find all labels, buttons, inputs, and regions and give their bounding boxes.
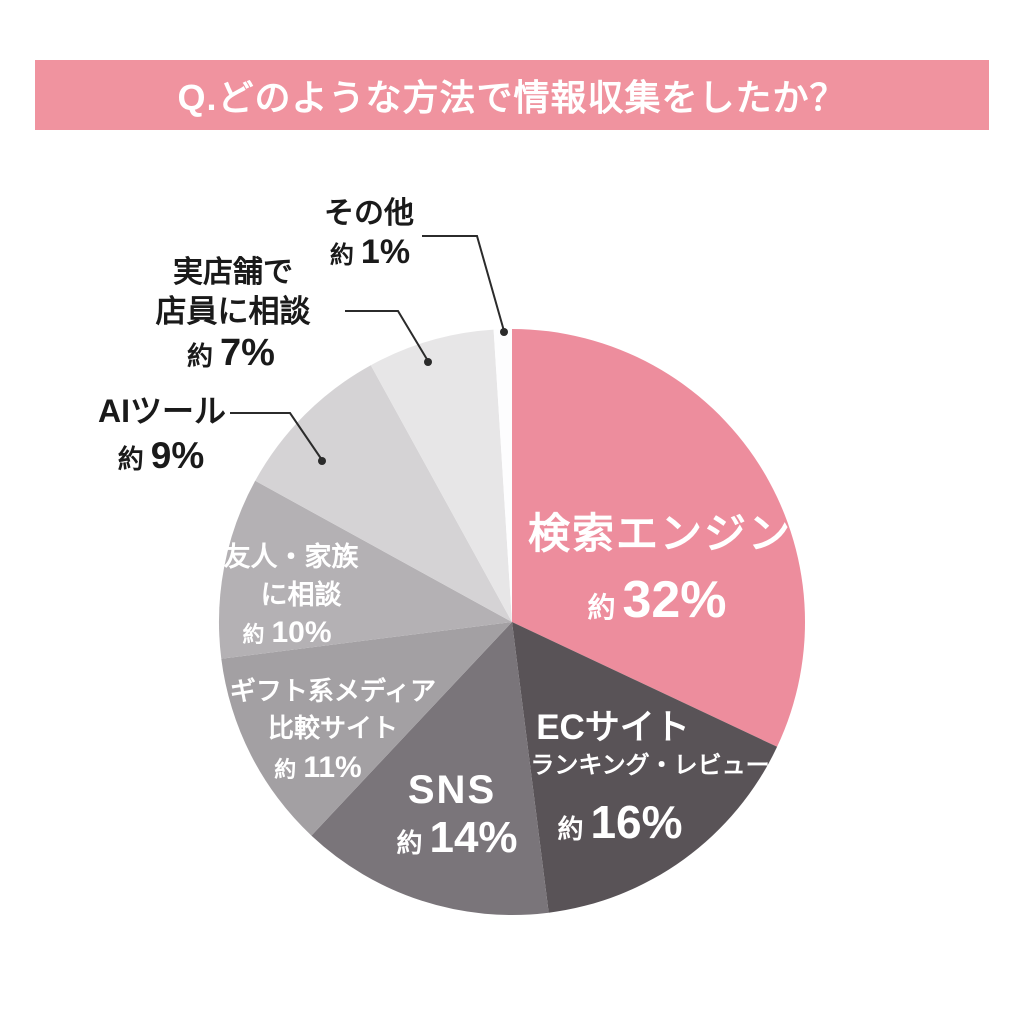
slice-label-store-name1: 実店舗で: [173, 256, 293, 289]
leader-line-ai: [230, 412, 323, 461]
approx-prefix: 約: [187, 341, 214, 371]
question-title: Q.どのような方法で情報収集をしたか？: [177, 77, 847, 118]
slice-label-other-pct: 約 1%: [329, 233, 411, 271]
slice-label-ec-name: ECサイト: [536, 708, 690, 747]
slice-label-ec-pct: 約 16%: [557, 797, 682, 848]
slice-label-search-name: 検索エンジン: [527, 510, 793, 557]
approx-prefix: 約: [274, 757, 297, 782]
pie-slice-other: [493, 329, 512, 622]
slice-label-store-pct: 約 7%: [187, 332, 275, 375]
slice-label-sns-pct: 約 14%: [396, 813, 518, 862]
leader-lines: [230, 235, 508, 465]
slice-label-friends-name1: 友人・家族: [223, 542, 359, 572]
leader-line-other: [422, 235, 505, 332]
approx-prefix: 約: [557, 814, 584, 844]
approx-prefix: 約: [329, 242, 354, 269]
pct-value-friends: 10%: [271, 616, 332, 649]
slice-label-store-name2: 店員に相談: [155, 294, 311, 329]
pie-slice-ai: [255, 365, 512, 622]
pct-value-ai: 9%: [150, 435, 205, 476]
pct-value-sns: 14%: [429, 813, 518, 862]
leader-dot-ai: [318, 457, 326, 465]
pie-slice-friends: [218, 480, 512, 659]
slice-label-sns-name: SNS: [407, 768, 497, 812]
pie-slice-sns: [311, 622, 549, 916]
question-banner: Q.どのような方法で情報収集をしたか？: [35, 60, 989, 130]
approx-prefix: 約: [587, 592, 616, 623]
slice-label-friends-name2: に相談: [260, 580, 342, 610]
pct-value-ec: 16%: [590, 796, 683, 848]
approx-prefix: 約: [242, 622, 265, 647]
pie-slice-search: [512, 329, 806, 747]
pct-value-search: 32%: [622, 571, 727, 629]
pct-value-gift: 11%: [303, 751, 362, 784]
slice-label-friends-pct: 約 10%: [242, 616, 331, 649]
leader-dot-store: [424, 358, 432, 366]
pie-slices: [218, 329, 806, 916]
pct-value-store: 7%: [220, 332, 275, 374]
approx-prefix: 約: [396, 828, 423, 858]
slice-label-gift-name1: ギフト系メディア: [229, 676, 437, 706]
pie-slice-gift: [221, 622, 513, 836]
slice-label-ec-sub: ランキング・レビュー: [530, 752, 770, 779]
slice-label-other-name: その他: [324, 197, 414, 230]
slice-label-ai-name: AIツール: [97, 393, 227, 429]
pct-value-other: 1%: [360, 233, 411, 271]
pie-slice-ec: [512, 622, 778, 913]
leader-dot-other: [500, 328, 508, 336]
leader-line-store: [345, 310, 429, 362]
slice-label-ai-pct: 約 9%: [117, 435, 205, 477]
approx-prefix: 約: [117, 444, 144, 474]
slice-label-gift-pct: 約 11%: [274, 751, 361, 784]
pie-slice-store: [370, 329, 512, 622]
slice-label-search-pct: 約 32%: [587, 571, 727, 629]
slice-label-gift-name2: 比較サイト: [267, 713, 399, 743]
